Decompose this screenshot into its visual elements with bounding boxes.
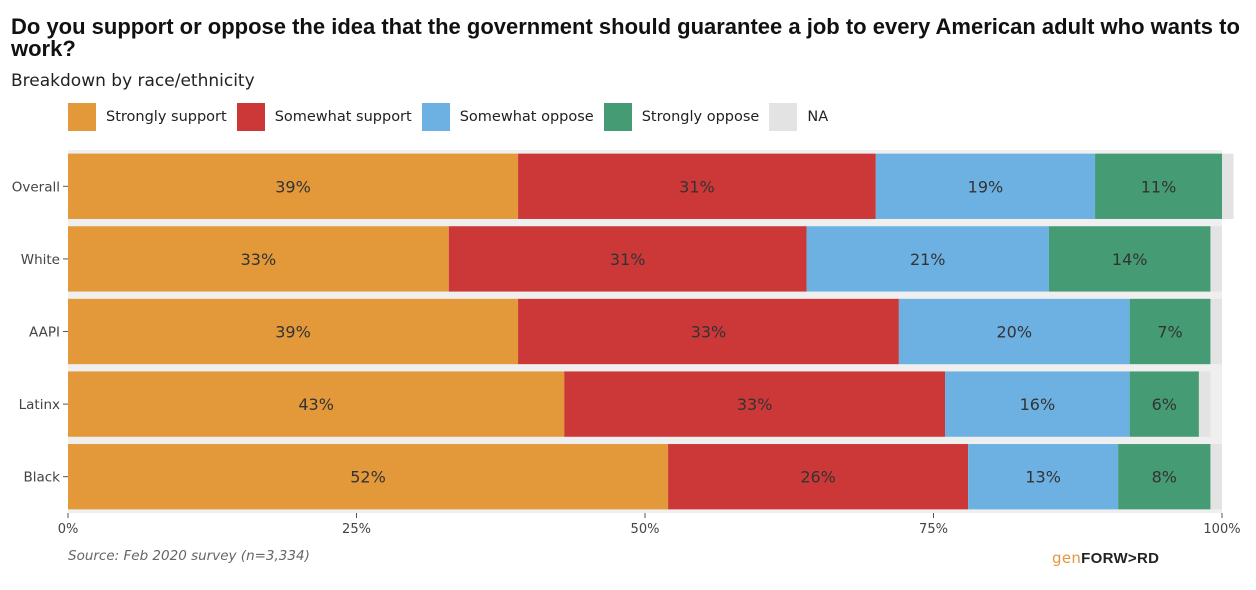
legend-item-strongly-oppose: Strongly oppose: [603, 103, 760, 131]
bar-overall-somewhat-oppose: [875, 153, 1096, 219]
data-label-white-somewhat-support: 31%: [610, 250, 646, 269]
legend-label-somewhat-oppose: Somewhat oppose: [459, 109, 594, 125]
bar-black-na: [1210, 444, 1222, 510]
x-tick-label-50: 50%: [631, 522, 660, 537]
data-label-black-strongly-support: 52%: [350, 468, 386, 487]
genforward-logo: genFORW>RD: [1052, 549, 1159, 567]
bar-aapi-na: [1210, 298, 1222, 365]
data-label-aapi-strongly-support: 39%: [275, 323, 311, 342]
y-tick-label-aapi: AAPI: [29, 325, 60, 341]
data-label-white-strongly-oppose: 14%: [1112, 250, 1148, 269]
data-label-white-strongly-support: 33%: [241, 250, 277, 269]
legend-swatch-somewhat-oppose: [421, 103, 450, 131]
y-tick-label-latinx: Latinx: [19, 397, 60, 413]
data-label-aapi-strongly-oppose: 7%: [1157, 323, 1182, 342]
x-tick-label-0: 0%: [58, 522, 79, 537]
bar-white-somewhat-support: [448, 226, 807, 292]
y-tick-label-overall: Overall: [12, 179, 60, 195]
legend-label-strongly-support: Strongly support: [106, 109, 227, 125]
data-label-latinx-strongly-oppose: 6%: [1152, 395, 1177, 414]
data-label-black-strongly-oppose: 8%: [1152, 468, 1177, 487]
bar-black-strongly-oppose: [1118, 444, 1211, 510]
legend-swatch-somewhat-support: [236, 103, 265, 131]
legend-label-somewhat-support: Somewhat support: [274, 109, 412, 125]
data-label-white-somewhat-oppose: 21%: [910, 250, 946, 269]
bar-white-somewhat-oppose: [806, 226, 1049, 292]
legend-item-strongly-support: Strongly support: [68, 103, 227, 131]
data-label-aapi-somewhat-oppose: 20%: [996, 323, 1032, 342]
bar-latinx-strongly-oppose: [1129, 371, 1199, 437]
bar-aapi-somewhat-support: [518, 298, 899, 365]
bar-latinx-na: [1198, 371, 1211, 437]
data-label-overall-strongly-support: 39%: [275, 177, 311, 196]
bar-overall-strongly-support: [68, 153, 519, 219]
logo-gen: gen: [1052, 549, 1082, 567]
data-label-latinx-strongly-support: 43%: [298, 395, 334, 414]
bar-black-somewhat-support: [668, 444, 969, 510]
data-label-latinx-somewhat-support: 33%: [737, 395, 773, 414]
legend-swatch-na: [769, 103, 798, 131]
bar-aapi-strongly-support: [68, 298, 519, 365]
x-tick-label-25: 25%: [342, 522, 371, 537]
x-tick-label-100: 100%: [1203, 522, 1240, 537]
bar-aapi-strongly-oppose: [1129, 298, 1211, 365]
legend-item-na: NA: [769, 103, 828, 131]
y-tick-label-black: Black: [23, 470, 60, 486]
bar-white-strongly-oppose: [1048, 226, 1211, 292]
stacked-bar-chart: 39% 31% 19% 11% 33% 31% 21% 14% 39% 33% 20% 7% 43% 33…: [12, 150, 1241, 537]
logo-forward: FORW>RD: [1081, 550, 1160, 567]
data-label-aapi-somewhat-support: 33%: [691, 323, 727, 342]
legend-label-na: NA: [807, 109, 829, 125]
data-label-black-somewhat-support: 26%: [800, 468, 836, 487]
legend-label-strongly-oppose: Strongly oppose: [641, 109, 760, 125]
legend-swatch-strongly-oppose: [603, 103, 632, 131]
legend-item-somewhat-support: Somewhat support: [236, 103, 412, 131]
x-tick-label-75: 75%: [919, 522, 948, 537]
legend-swatch-strongly-support: [68, 103, 96, 131]
bar-latinx-strongly-support: [68, 371, 565, 437]
bars-group: 39% 31% 19% 11% 33% 31% 21% 14% 39% 33% 20% 7% 43% 33…: [68, 153, 1234, 510]
bar-overall-somewhat-support: [518, 153, 876, 219]
legend-item-somewhat-oppose: Somewhat oppose: [421, 103, 594, 131]
x-axis: 0% 25% 50% 75% 100%: [58, 513, 1241, 537]
bar-overall-strongly-oppose: [1095, 153, 1222, 219]
data-label-black-somewhat-oppose: 13%: [1025, 468, 1061, 487]
bar-latinx-somewhat-oppose: [945, 371, 1130, 437]
bar-white-strongly-support: [68, 226, 449, 292]
chart-title: Do you support or oppose the idea that t…: [11, 14, 1240, 61]
bar-aapi-somewhat-oppose: [898, 298, 1130, 365]
chart-subtitle: Breakdown by race/ethnicity: [11, 71, 255, 91]
bar-white-na: [1210, 226, 1222, 292]
source-note: Source: Feb 2020 survey (n=3,334): [68, 548, 310, 564]
bar-latinx-somewhat-support: [564, 371, 946, 437]
bar-black-somewhat-oppose: [968, 444, 1119, 510]
data-label-overall-somewhat-support: 31%: [679, 177, 715, 196]
data-label-overall-strongly-oppose: 11%: [1141, 177, 1177, 196]
bar-black-strongly-support: [68, 444, 669, 510]
legend: Strongly support Somewhat support Somewhat…: [68, 103, 838, 131]
data-label-overall-somewhat-oppose: 19%: [968, 177, 1004, 196]
data-label-latinx-somewhat-oppose: 16%: [1020, 395, 1056, 414]
y-axis: Overall White AAPI Latinx Black: [12, 179, 68, 486]
bar-overall-na: [1222, 153, 1234, 219]
y-tick-label-white: White: [21, 252, 60, 268]
